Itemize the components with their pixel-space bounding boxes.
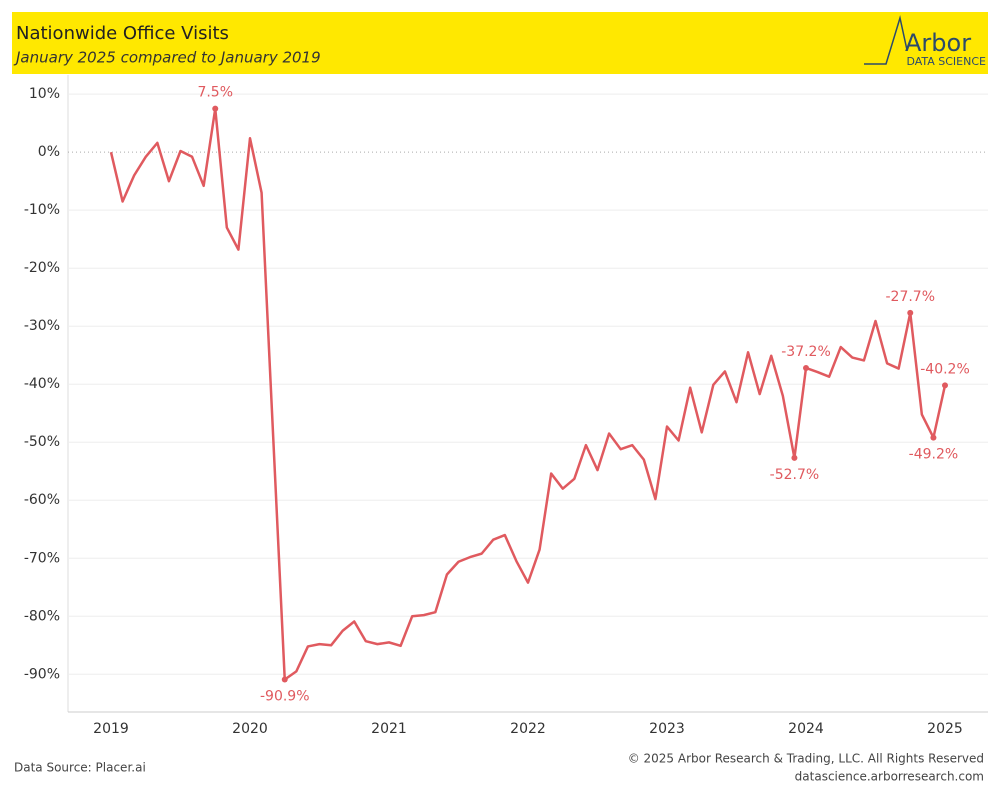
logo-mark [864,15,908,65]
data-label: -52.7% [770,467,820,483]
data-label: -40.2% [920,361,970,377]
y-tick-label: -40% [24,376,60,392]
data-point [281,676,288,683]
x-tick-label: 2021 [371,721,407,737]
y-tick-label: -10% [24,202,60,218]
data-line [109,107,947,681]
footer-source: Data Source: Placer.ai [14,761,146,775]
y-tick-label: 10% [29,86,60,102]
data-point [930,434,937,441]
data-point [907,309,914,316]
data-label: -49.2% [909,447,959,463]
data-label: 7.5% [197,85,233,101]
data-point [942,382,948,389]
x-tick-label: 2024 [788,721,824,737]
data-point [212,105,219,112]
y-tick-label: -90% [24,666,60,682]
data-label: -90.9% [260,689,310,705]
y-tick-label: -50% [24,434,60,450]
logo-name: Arbor [905,29,971,57]
x-tick-label: 2020 [232,721,268,737]
y-tick-label: -70% [24,550,60,566]
chart-subtitle: January 2025 compared to January 2019 [13,49,321,67]
logo-tagline: DATA SCIENCE [906,55,986,68]
x-tick-label: 2022 [510,721,546,737]
y-tick-label: 0% [38,144,60,160]
header-band [12,12,988,74]
y-tick-label: -80% [24,608,60,624]
data-label: -37.2% [781,344,831,360]
y-tick-label: -20% [24,260,60,276]
data-point [803,364,809,371]
y-tick-label: -60% [24,492,60,508]
footer-copyright: © 2025 Arbor Research & Trading, LLC. Al… [628,752,984,766]
data-point [791,454,798,461]
x-tick-label: 2023 [649,721,685,737]
y-tick-label: -30% [24,318,60,334]
data-label: -27.7% [885,289,935,305]
footer-url: datascience.arborresearch.com [795,770,984,784]
chart-title: Nationwide Office Visits [16,23,229,44]
x-tick-label: 2019 [93,721,129,737]
x-tick-label: 2025 [927,721,963,737]
